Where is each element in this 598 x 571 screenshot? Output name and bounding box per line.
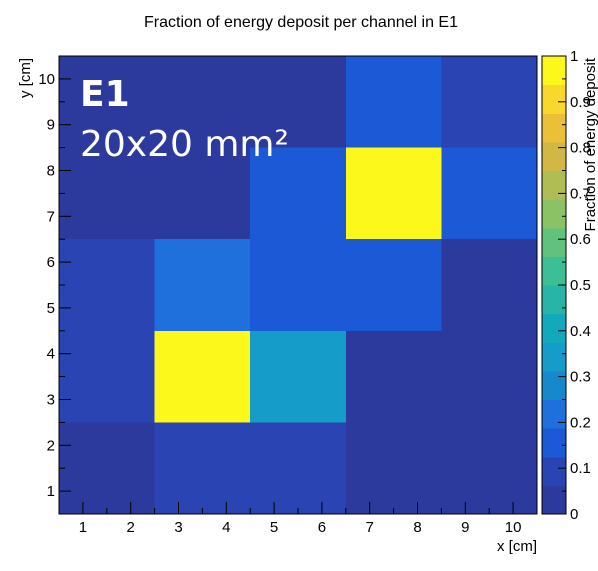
heatmap-cell bbox=[441, 147, 537, 240]
color-scale-band bbox=[542, 399, 566, 429]
color-scale-band bbox=[542, 227, 566, 257]
z-tick-label: 0.1 bbox=[570, 460, 591, 477]
x-tick-label: 7 bbox=[366, 519, 374, 536]
color-scale-band bbox=[542, 370, 566, 400]
x-axis-label: x [cm] bbox=[497, 538, 537, 555]
color-scale-band bbox=[542, 485, 566, 515]
z-tick-label: 0.3 bbox=[570, 369, 591, 386]
detector-size-label: 20x20 mm² bbox=[80, 124, 289, 165]
z-tick-label: 0.2 bbox=[570, 414, 591, 431]
heatmap-cell bbox=[345, 147, 442, 240]
color-scale-band bbox=[542, 199, 566, 229]
plot-frame bbox=[58, 55, 538, 515]
x-tick-label: 1 bbox=[79, 519, 87, 536]
x-tick-label: 10 bbox=[505, 519, 522, 536]
heatmap-cell bbox=[250, 239, 442, 331]
x-tick-label: 4 bbox=[222, 519, 230, 536]
y-tick-label: 3 bbox=[47, 392, 55, 409]
heatmap-cells bbox=[59, 56, 537, 514]
color-scale-band bbox=[542, 428, 566, 458]
y-tick-label: 5 bbox=[47, 300, 55, 317]
y-tick-label: 1 bbox=[47, 483, 55, 500]
color-scale-band bbox=[542, 141, 566, 171]
z-axis-label: Fraction of energy deposit bbox=[582, 57, 598, 231]
x-tick-label: 9 bbox=[461, 519, 469, 536]
heatmap-cell bbox=[250, 330, 346, 423]
color-scale-band bbox=[542, 456, 566, 486]
y-tick-label: 8 bbox=[47, 163, 55, 180]
y-tick-label: 2 bbox=[47, 437, 55, 454]
heatmap-cell bbox=[154, 422, 346, 514]
heatmap-cell bbox=[250, 56, 346, 148]
heatmap-cell bbox=[345, 56, 442, 148]
z-tick-label: 0.7 bbox=[570, 185, 591, 202]
heatmap-cell bbox=[441, 56, 537, 148]
color-scale-band bbox=[542, 313, 566, 343]
x-tick-label: 5 bbox=[270, 519, 278, 536]
y-axis-label: y [cm] bbox=[17, 58, 34, 98]
y-tick-label: 4 bbox=[47, 346, 55, 363]
heatmap-cell bbox=[59, 422, 155, 514]
color-scale-band bbox=[542, 256, 566, 286]
heatmap-cell bbox=[441, 239, 537, 331]
x-tick-label: 6 bbox=[318, 519, 326, 536]
y-tick-label: 7 bbox=[47, 208, 55, 225]
heatmap-cell bbox=[59, 56, 251, 240]
z-tick-label: 0.5 bbox=[570, 277, 591, 294]
heatmap-cell bbox=[154, 239, 251, 331]
color-scale-band bbox=[542, 84, 566, 114]
z-tick-label: 0.6 bbox=[570, 231, 591, 248]
color-scale-band bbox=[542, 342, 566, 372]
color-scale: 0 0.1 0.2 0.3 0.4 0.5 0.6 0.7 0.8 0.9 1 bbox=[541, 48, 591, 523]
z-tick-label: 1 bbox=[570, 48, 578, 65]
y-tick-label: 10 bbox=[38, 71, 55, 88]
color-scale-band bbox=[542, 56, 566, 86]
detector-name-label: E1 bbox=[80, 74, 130, 115]
heatmap-cell bbox=[345, 330, 537, 514]
x-tick-label: 3 bbox=[174, 519, 182, 536]
z-tick-label: 0.4 bbox=[570, 323, 591, 340]
heatmap-cell bbox=[154, 330, 251, 423]
y-tick-label: 6 bbox=[47, 254, 55, 271]
x-tick-label: 2 bbox=[127, 519, 135, 536]
color-scale-band bbox=[542, 113, 566, 143]
chart-title: Fraction of energy deposit per channel i… bbox=[144, 14, 458, 31]
heatmap-cell bbox=[59, 239, 155, 423]
axis-ticks: 1 2 3 4 5 6 7 8 9 10 1 2 3 4 5 6 7 8 9 10 bbox=[38, 71, 521, 536]
y-tick-label: 9 bbox=[47, 117, 55, 134]
z-tick-label: 0.8 bbox=[570, 140, 591, 157]
color-scale-band bbox=[542, 170, 566, 200]
z-tick-label: 0.9 bbox=[570, 94, 591, 111]
x-tick-label: 8 bbox=[413, 519, 421, 536]
color-scale-band bbox=[542, 285, 566, 315]
z-tick-label: 0 bbox=[570, 506, 578, 523]
heatmap-cell bbox=[250, 147, 346, 240]
